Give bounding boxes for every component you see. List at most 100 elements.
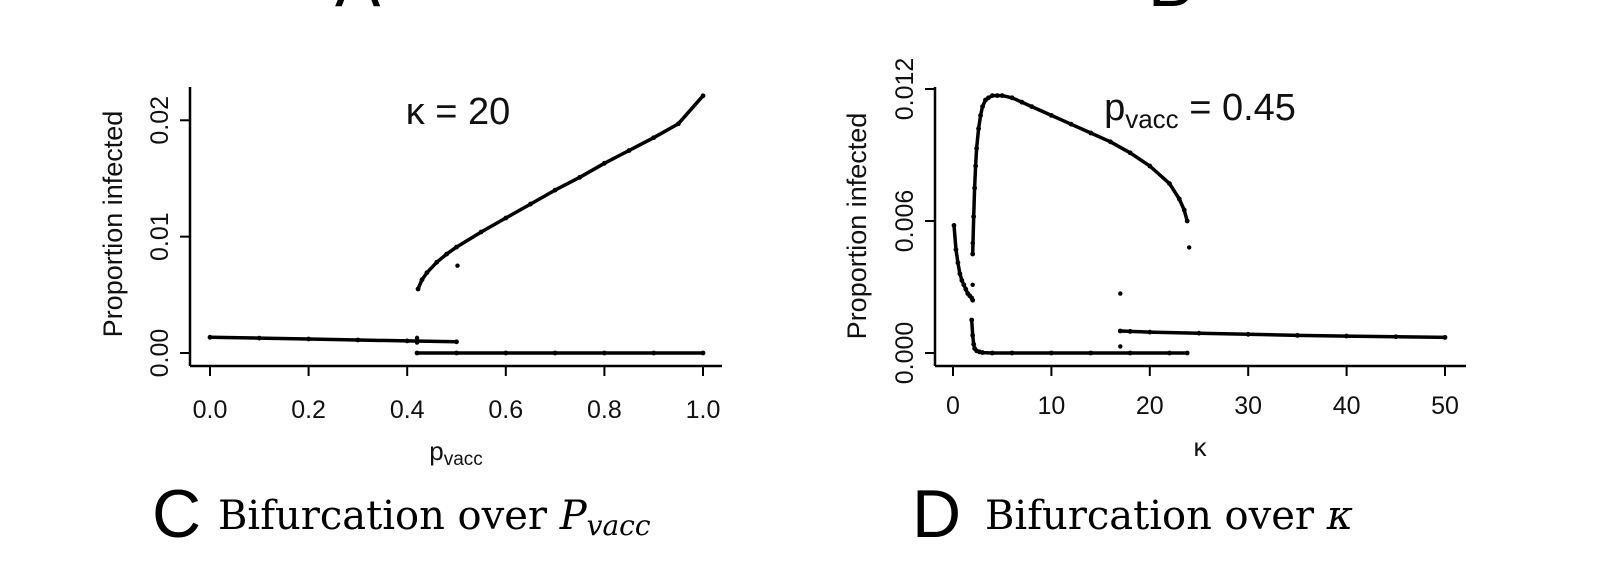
data-point (1088, 130, 1094, 136)
data-point (1167, 350, 1172, 356)
c-y-ticks: 0.00 0.01 0.02 (146, 96, 190, 377)
c-axes (188, 87, 722, 368)
data-point (1181, 207, 1187, 213)
data-point (1127, 350, 1133, 356)
data-point (454, 350, 459, 356)
data-point (1127, 329, 1133, 334)
d-axes (933, 87, 1466, 368)
data-point (973, 163, 979, 169)
top-fragment-left: A (335, 0, 381, 21)
branch-line (969, 318, 1189, 355)
data-point (454, 339, 459, 345)
x-tick-label: 0.2 (291, 396, 326, 424)
data-point (957, 271, 963, 277)
panel-d-chart: 0 10 20 30 40 50 0.000 0.006 0.012 Proportion i… (842, 58, 1466, 462)
caption-c-math-sub: vacc (587, 509, 651, 542)
data-point (980, 104, 985, 109)
data-point (256, 335, 262, 341)
caption-d-words: Bifurcation over (985, 493, 1327, 539)
x-tick-label: 0.0 (193, 396, 228, 424)
data-point (972, 185, 978, 191)
data-point (970, 333, 976, 338)
d-data-points (951, 93, 1448, 356)
data-point (552, 187, 558, 193)
d-annotation-sub: vacc (1125, 104, 1178, 134)
data-point (626, 148, 632, 153)
data-point (974, 146, 980, 151)
data-point (971, 341, 977, 347)
data-point (1196, 330, 1202, 336)
data-point (1118, 344, 1123, 349)
data-point (994, 93, 1000, 98)
x-tick-label: 30 (1234, 392, 1262, 420)
c-x-axis-label-main: p (429, 436, 443, 466)
data-point (970, 282, 975, 287)
data-point (602, 160, 607, 166)
branch-line (970, 93, 1189, 256)
x-tick-label: 10 (1037, 392, 1065, 420)
top-fragment-right: B (1148, 0, 1193, 21)
data-point (306, 336, 311, 342)
data-point (700, 350, 706, 356)
data-point (444, 251, 450, 257)
data-point (1245, 331, 1251, 337)
y-tick-label: 0.000 (891, 322, 919, 385)
data-point (970, 240, 975, 246)
data-point (651, 135, 657, 141)
data-point (434, 259, 440, 265)
data-point (454, 244, 459, 250)
data-point (1184, 350, 1190, 356)
data-point (207, 334, 213, 340)
data-point (1184, 218, 1190, 224)
data-point (978, 113, 983, 118)
data-point (959, 278, 965, 283)
data-point (1029, 104, 1035, 109)
d-annotation: pvacc = 0.45 (1104, 87, 1296, 134)
data-point (414, 350, 420, 356)
d-x-axis-label: κ (1194, 432, 1208, 462)
x-tick-label: 0 (946, 392, 960, 420)
c-annotation: κ = 20 (406, 91, 511, 133)
data-point (1147, 329, 1153, 335)
panel-c-chart: 0.0 0.2 0.4 0.6 0.8 1.0 0.00 0.01 0.02 Proporti… (98, 87, 722, 470)
data-point (1186, 245, 1192, 250)
data-point (969, 317, 975, 323)
data-point (961, 282, 967, 288)
caption-c-math: P (559, 493, 588, 539)
data-point (951, 223, 957, 228)
data-point (478, 229, 484, 235)
caption-c-text: Bifurcation over Pvacc (218, 493, 651, 542)
data-point (1176, 196, 1182, 202)
data-point (1117, 328, 1123, 334)
x-tick-label: 0.4 (390, 396, 425, 424)
data-point (414, 335, 420, 341)
data-point (971, 214, 977, 220)
data-point (955, 260, 961, 266)
data-point (970, 251, 976, 257)
branch-line (208, 335, 459, 344)
top-fragment: A B (335, 0, 1193, 21)
caption-d-math: κ (1326, 493, 1353, 539)
data-point (1049, 113, 1054, 118)
c-x-axis-label: pvacc (429, 436, 483, 470)
data-point (1009, 95, 1015, 101)
data-point (528, 201, 533, 207)
caption-d: D Bifurcation over κ (912, 476, 1353, 552)
data-point (577, 174, 583, 180)
data-point (355, 337, 361, 343)
data-point (651, 350, 657, 356)
caption-d-letter: D (912, 476, 961, 552)
data-point (1295, 333, 1300, 338)
y-tick-label: 0.006 (891, 190, 919, 253)
data-point (552, 350, 558, 356)
data-point (404, 338, 410, 344)
data-point (1108, 139, 1113, 145)
data-point (602, 350, 607, 356)
data-point (675, 121, 681, 127)
data-point (700, 93, 706, 99)
data-point (980, 350, 985, 355)
data-point (986, 95, 991, 101)
data-point (976, 126, 981, 131)
data-point (953, 247, 959, 253)
